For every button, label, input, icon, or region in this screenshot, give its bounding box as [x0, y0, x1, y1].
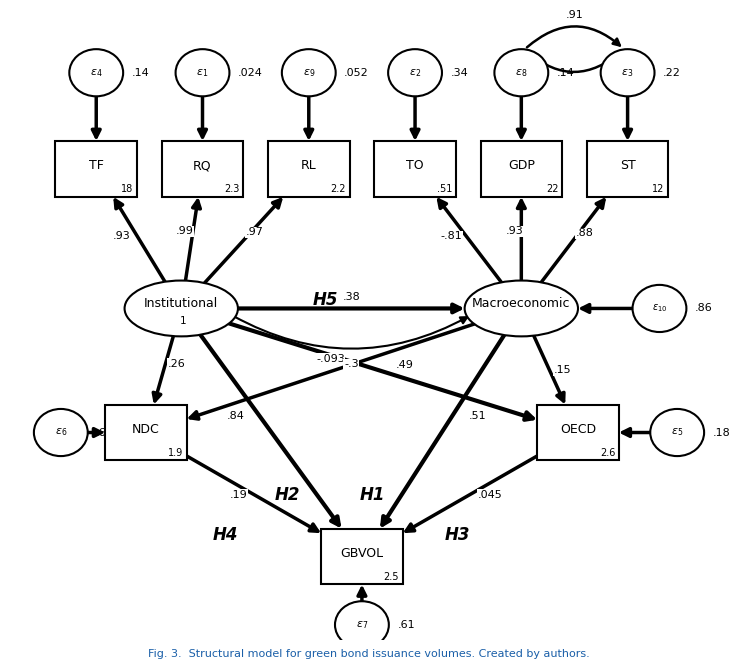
Text: .22: .22 — [663, 68, 681, 78]
Text: 2.6: 2.6 — [600, 448, 615, 458]
Text: Institutional: Institutional — [144, 297, 218, 310]
Circle shape — [176, 49, 230, 96]
Text: H4: H4 — [213, 526, 238, 544]
Text: TF: TF — [89, 159, 103, 172]
Text: H5: H5 — [312, 291, 338, 309]
Text: $\varepsilon_9$: $\varepsilon_9$ — [303, 67, 315, 79]
Text: $\varepsilon_8$: $\varepsilon_8$ — [515, 67, 528, 79]
Text: H2: H2 — [275, 486, 300, 504]
Text: -.093: -.093 — [316, 354, 345, 364]
Circle shape — [650, 409, 704, 456]
Text: H3: H3 — [445, 526, 470, 544]
Circle shape — [282, 49, 336, 96]
Text: .38: .38 — [342, 292, 360, 302]
FancyArrowPatch shape — [529, 51, 622, 72]
Text: .045: .045 — [477, 490, 502, 500]
Text: .6: .6 — [96, 428, 107, 438]
Text: .61: .61 — [397, 620, 415, 630]
Text: RL: RL — [301, 159, 317, 172]
Text: .93: .93 — [506, 226, 523, 236]
Text: .93: .93 — [112, 231, 131, 241]
Text: .84: .84 — [227, 411, 244, 421]
Text: .19: .19 — [230, 490, 247, 500]
Text: -.3: -.3 — [344, 360, 359, 370]
Text: $\varepsilon_2$: $\varepsilon_2$ — [409, 67, 421, 79]
Text: Fig. 3.  Structural model for green bond issuance volumes. Created by authors.: Fig. 3. Structural model for green bond … — [148, 649, 590, 659]
Ellipse shape — [465, 281, 578, 336]
FancyArrowPatch shape — [233, 316, 467, 349]
Text: GBVOL: GBVOL — [340, 547, 384, 560]
Text: .49: .49 — [396, 360, 413, 370]
Text: 2.5: 2.5 — [384, 572, 399, 582]
Text: 2.3: 2.3 — [224, 184, 240, 194]
Text: $\varepsilon_1$: $\varepsilon_1$ — [196, 67, 209, 79]
Text: .88: .88 — [576, 228, 593, 238]
Text: $\varepsilon_3$: $\varepsilon_3$ — [621, 67, 634, 79]
Text: Macroeconomic: Macroeconomic — [472, 297, 570, 310]
Text: .26: .26 — [168, 359, 185, 369]
Bar — [480, 141, 562, 197]
Text: .18: .18 — [713, 428, 731, 438]
Text: GDP: GDP — [508, 159, 535, 172]
Text: $\varepsilon_5$: $\varepsilon_5$ — [671, 427, 683, 438]
Circle shape — [335, 601, 389, 648]
Circle shape — [34, 409, 88, 456]
Text: .86: .86 — [695, 303, 713, 313]
Bar — [374, 141, 456, 197]
Text: $\varepsilon_6$: $\varepsilon_6$ — [55, 427, 67, 438]
Text: .14: .14 — [556, 68, 574, 78]
Circle shape — [494, 49, 548, 96]
Text: .052: .052 — [344, 68, 369, 78]
Text: .024: .024 — [238, 68, 263, 78]
Text: RQ: RQ — [193, 159, 212, 172]
Text: .99: .99 — [176, 226, 194, 236]
Text: -.81: -.81 — [441, 231, 462, 241]
Bar — [105, 405, 187, 460]
Text: TO: TO — [406, 159, 424, 172]
Text: .51: .51 — [469, 412, 486, 422]
Bar — [162, 141, 244, 197]
Bar — [268, 141, 350, 197]
Text: OECD: OECD — [560, 423, 596, 436]
Text: 22: 22 — [546, 184, 559, 194]
Text: 12: 12 — [652, 184, 665, 194]
Text: $\varepsilon_{10}$: $\varepsilon_{10}$ — [652, 303, 667, 314]
Text: 2.2: 2.2 — [331, 184, 346, 194]
Text: H1: H1 — [360, 486, 385, 504]
Circle shape — [388, 49, 442, 96]
Circle shape — [69, 49, 123, 96]
Text: .15: .15 — [554, 365, 571, 375]
Text: .34: .34 — [450, 68, 468, 78]
Ellipse shape — [125, 281, 238, 336]
Text: .97: .97 — [246, 227, 263, 237]
Text: .91: .91 — [565, 10, 583, 20]
Bar — [55, 141, 137, 197]
Text: ST: ST — [620, 159, 635, 172]
Bar — [587, 141, 669, 197]
Circle shape — [601, 49, 655, 96]
Bar — [321, 529, 403, 584]
Text: $\varepsilon_7$: $\varepsilon_7$ — [356, 619, 368, 631]
Bar — [537, 405, 618, 460]
Text: .14: .14 — [131, 68, 149, 78]
Text: .51: .51 — [437, 184, 452, 194]
Text: 18: 18 — [121, 184, 134, 194]
Text: $\varepsilon_4$: $\varepsilon_4$ — [90, 67, 103, 79]
Circle shape — [632, 285, 686, 332]
Text: 1.9: 1.9 — [168, 448, 183, 458]
FancyArrowPatch shape — [527, 27, 620, 47]
Text: 1: 1 — [179, 316, 186, 326]
Text: NDC: NDC — [132, 423, 159, 436]
